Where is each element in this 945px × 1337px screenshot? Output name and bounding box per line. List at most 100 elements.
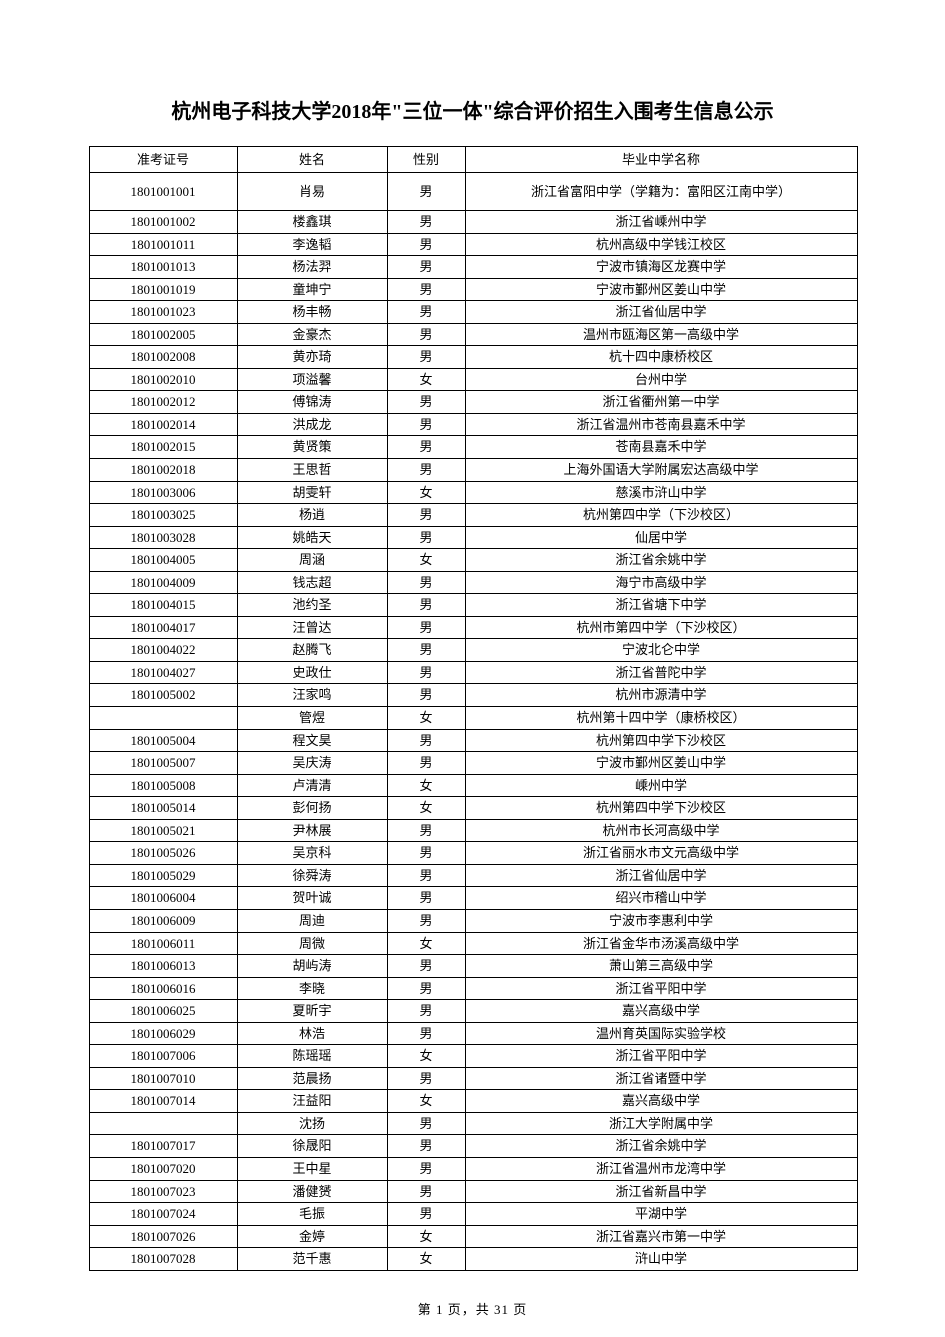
table-row: 1801007014汪益阳女嘉兴高级中学: [89, 1090, 857, 1113]
cell-school: 浙江省诸暨中学: [465, 1067, 857, 1090]
cell-school: 宁波北仑中学: [465, 639, 857, 662]
cell-gender: 男: [387, 887, 465, 910]
cell-id: 1801007006: [89, 1045, 237, 1068]
cell-name: 胡雯轩: [237, 481, 387, 504]
table-row: 1801005026吴京科男浙江省丽水市文元高级中学: [89, 842, 857, 865]
cell-name: 王思哲: [237, 459, 387, 482]
cell-school: 浙江省衢州第一中学: [465, 391, 857, 414]
cell-gender: 男: [387, 752, 465, 775]
cell-id: 1801004009: [89, 571, 237, 594]
cell-name: 李晓: [237, 977, 387, 1000]
cell-name: 陈瑶瑶: [237, 1045, 387, 1068]
cell-id: 1801005002: [89, 684, 237, 707]
cell-id: 1801004027: [89, 661, 237, 684]
table-row: 1801007024毛振男平湖中学: [89, 1203, 857, 1226]
cell-name: 池约圣: [237, 594, 387, 617]
cell-name: 胡屿涛: [237, 955, 387, 978]
cell-name: 卢清清: [237, 774, 387, 797]
cell-gender: 男: [387, 571, 465, 594]
table-row: 1801004022赵腾飞男宁波北仑中学: [89, 639, 857, 662]
table-row: 1801005014彭何扬女杭州第四中学下沙校区: [89, 797, 857, 820]
cell-school: 杭州第四中学（下沙校区）: [465, 504, 857, 527]
cell-name: 范晨扬: [237, 1067, 387, 1090]
cell-school: 杭州市源清中学: [465, 684, 857, 707]
cell-gender: 男: [387, 233, 465, 256]
cell-name: 林浩: [237, 1022, 387, 1045]
table-body: 1801001001肖易男浙江省富阳中学（学籍为：富阳区江南中学）1801001…: [89, 173, 857, 1271]
table-row: 1801004009钱志超男海宁市高级中学: [89, 571, 857, 594]
cell-school: 杭州第四中学下沙校区: [465, 729, 857, 752]
cell-school: 浙江省塘下中学: [465, 594, 857, 617]
table-row: 1801006009周迪男宁波市李惠利中学: [89, 909, 857, 932]
cell-id: 1801001011: [89, 233, 237, 256]
cell-school: 杭十四中康桥校区: [465, 346, 857, 369]
cell-gender: 女: [387, 1090, 465, 1113]
cell-name: 汪家鸣: [237, 684, 387, 707]
cell-name: 吴庆涛: [237, 752, 387, 775]
cell-school: 嘉兴高级中学: [465, 1000, 857, 1023]
table-row: 1801001019童坤宁男宁波市鄞州区姜山中学: [89, 278, 857, 301]
cell-id: [89, 1112, 237, 1135]
cell-id: 1801007024: [89, 1203, 237, 1226]
table-row: 1801004005周涵女浙江省余姚中学: [89, 549, 857, 572]
cell-gender: 男: [387, 639, 465, 662]
cell-gender: 女: [387, 1225, 465, 1248]
cell-id: 1801007017: [89, 1135, 237, 1158]
cell-gender: 男: [387, 864, 465, 887]
cell-gender: 男: [387, 819, 465, 842]
cell-id: 1801004022: [89, 639, 237, 662]
cell-school: 浙江省温州市龙湾中学: [465, 1157, 857, 1180]
cell-name: 黄亦琦: [237, 346, 387, 369]
cell-name: 童坤宁: [237, 278, 387, 301]
cell-id: 1801005008: [89, 774, 237, 797]
table-row: 1801007017徐晟阳男浙江省余姚中学: [89, 1135, 857, 1158]
cell-id: 1801004017: [89, 616, 237, 639]
cell-id: 1801002005: [89, 323, 237, 346]
cell-gender: 男: [387, 211, 465, 234]
cell-gender: 男: [387, 436, 465, 459]
cell-gender: 男: [387, 504, 465, 527]
cell-id: 1801001013: [89, 256, 237, 279]
cell-name: 傅锦涛: [237, 391, 387, 414]
table-row: 1801002012傅锦涛男浙江省衢州第一中学: [89, 391, 857, 414]
cell-gender: 男: [387, 346, 465, 369]
cell-id: 1801005021: [89, 819, 237, 842]
cell-name: 贺叶诚: [237, 887, 387, 910]
cell-id: 1801001019: [89, 278, 237, 301]
table-row: 1801003028姚皓天男仙居中学: [89, 526, 857, 549]
cell-school: 宁波市李惠利中学: [465, 909, 857, 932]
cell-school: 嘉兴高级中学: [465, 1090, 857, 1113]
cell-gender: 男: [387, 278, 465, 301]
cell-gender: 男: [387, 616, 465, 639]
cell-gender: 男: [387, 323, 465, 346]
cell-id: 1801005007: [89, 752, 237, 775]
table-row: 1801005029徐舜涛男浙江省仙居中学: [89, 864, 857, 887]
cell-name: 吴京科: [237, 842, 387, 865]
cell-id: 1801005014: [89, 797, 237, 820]
cell-school: 宁波市镇海区龙赛中学: [465, 256, 857, 279]
cell-gender: 男: [387, 173, 465, 211]
table-row: 管煜女杭州第十四中学（康桥校区）: [89, 707, 857, 730]
cell-id: 1801002018: [89, 459, 237, 482]
cell-name: 史政仕: [237, 661, 387, 684]
table-row: 1801004017汪曾达男杭州市第四中学（下沙校区）: [89, 616, 857, 639]
cell-name: 王中星: [237, 1157, 387, 1180]
cell-name: 肖易: [237, 173, 387, 211]
cell-gender: 男: [387, 391, 465, 414]
cell-id: 1801006029: [89, 1022, 237, 1045]
cell-gender: 男: [387, 413, 465, 436]
header-gender: 性别: [387, 147, 465, 173]
cell-school: 苍南县嘉禾中学: [465, 436, 857, 459]
cell-name: 彭何扬: [237, 797, 387, 820]
cell-gender: 女: [387, 1045, 465, 1068]
table-row: 1801007006陈瑶瑶女浙江省平阳中学: [89, 1045, 857, 1068]
cell-id: 1801007010: [89, 1067, 237, 1090]
cell-id: 1801006011: [89, 932, 237, 955]
cell-school: 宁波市鄞州区姜山中学: [465, 752, 857, 775]
student-table: 准考证号 姓名 性别 毕业中学名称 1801001001肖易男浙江省富阳中学（学…: [89, 146, 858, 1271]
header-school: 毕业中学名称: [465, 147, 857, 173]
cell-id: 1801007028: [89, 1248, 237, 1271]
cell-gender: 男: [387, 594, 465, 617]
cell-id: 1801004015: [89, 594, 237, 617]
page-title: 杭州电子科技大学2018年"三位一体"综合评价招生入围考生信息公示: [0, 95, 945, 124]
